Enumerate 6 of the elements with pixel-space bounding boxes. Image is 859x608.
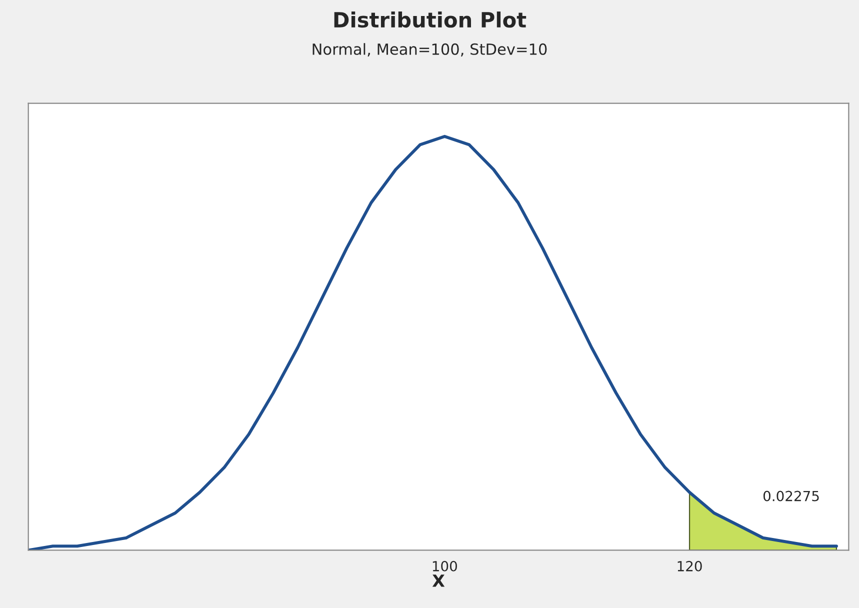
x-tick-label: 120 bbox=[678, 560, 702, 572]
annotation: 0.02275 bbox=[763, 490, 819, 502]
x-axis-title: X bbox=[432, 574, 445, 587]
x-tick-label: 100 bbox=[432, 560, 457, 572]
chart-subtitle: Normal, Mean=100, StDev=10 bbox=[312, 43, 547, 56]
chart-title: Distribution Plot bbox=[334, 12, 526, 28]
